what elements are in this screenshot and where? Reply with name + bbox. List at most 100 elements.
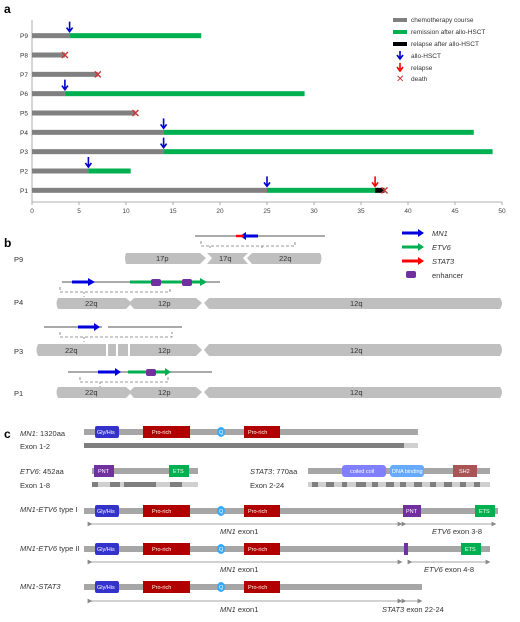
q-domain: Q	[219, 547, 224, 553]
bar-1	[69, 33, 202, 39]
category-label: P5	[20, 111, 28, 118]
bar-0	[32, 110, 136, 116]
relapse-arrow-icon	[396, 63, 404, 73]
segment-label: 12q	[350, 346, 363, 355]
category-label: P3	[20, 149, 28, 156]
death-marker	[61, 51, 69, 59]
pnt-fragment	[404, 543, 408, 555]
gly-his-domain: Gly/His	[97, 547, 115, 553]
svg-text:STAT3 exon 22-24: STAT3 exon 22-24	[382, 605, 444, 614]
allo-hsct-marker	[159, 137, 168, 150]
segment-label: 12p	[158, 388, 171, 397]
legend-swatch-remission	[393, 30, 407, 34]
category-label: P4	[20, 130, 28, 137]
gly-his-domain: Gly/His	[97, 585, 115, 591]
enhancer	[182, 279, 192, 286]
enhancer	[151, 279, 161, 286]
bar-0	[32, 52, 65, 58]
bar-0	[32, 149, 164, 155]
fusion3-title: MN1-STAT3	[20, 582, 61, 591]
q-domain: Q	[219, 585, 224, 591]
dna-binding-domain: DNA binding	[392, 469, 423, 475]
exon-label-suffix: exon1	[236, 527, 259, 536]
exon-label-suffix: exon 4-8	[443, 565, 474, 574]
bar-1	[163, 129, 474, 135]
bar-0	[32, 168, 89, 174]
exon-label-suffix: exon1	[236, 565, 259, 574]
q-domain: Q	[219, 509, 224, 515]
segment-label: 22q	[85, 388, 98, 397]
allo-hsct-marker	[84, 157, 93, 169]
stat3-exon: Exon 2-24	[250, 481, 284, 490]
segment-label: 12q	[350, 388, 363, 397]
x-tick-label: 30	[310, 208, 318, 215]
gly-his-domain: Gly/His	[97, 430, 115, 436]
x-tick-label: 5	[77, 208, 81, 215]
pro-rich-domain: Pro-rich	[152, 547, 171, 553]
bar-0	[32, 129, 164, 135]
svg-text:ETV6: 452aa: ETV6: 452aa	[20, 467, 65, 476]
category-label: P8	[20, 53, 28, 60]
pro-rich-domain: Pro-rich	[248, 430, 267, 436]
pro-rich-domain: Pro-rich	[248, 509, 267, 515]
legend-relapse-after: relapse after allo-HSCT	[411, 41, 479, 48]
panel-b-row-p1: P1 22q 12p 12q	[14, 368, 502, 398]
ets-domain: ETS	[465, 547, 476, 553]
panel-b-label: b	[4, 236, 11, 250]
legend-relapse: relapse	[411, 65, 433, 72]
sh2-domain: SH2	[459, 469, 470, 475]
segment-label: 17p	[156, 254, 169, 263]
ets-domain: ETS	[479, 509, 490, 515]
legend-swatch-chemo	[393, 18, 407, 22]
pnt-domain: PNT	[406, 509, 418, 515]
row-label: P9	[14, 255, 23, 264]
mn1-etv6-type1: MN1-ETV6 type I Gly/His Pro-rich Q Pro-r…	[20, 505, 498, 536]
allo-arrow-icon	[396, 51, 404, 61]
bar-2	[375, 187, 385, 193]
segment-label: 12p	[158, 346, 171, 355]
exon-label: MN1	[220, 605, 236, 614]
category-label: P2	[20, 169, 28, 176]
exon-label-suffix: exon 22-24	[404, 605, 444, 614]
exon-label: MN1	[220, 565, 236, 574]
coiled-coil-domain: coiled coil	[350, 469, 374, 475]
legend-stat3: STAT3	[432, 257, 455, 266]
ets-domain: ETS	[173, 469, 184, 475]
row-label: P3	[14, 347, 23, 356]
legend-death: death	[411, 76, 428, 83]
svg-text:STAT3: 770aa: STAT3: 770aa	[250, 467, 298, 476]
panel-a-chart: 0 5 10 15 20 25 30 35 40 45 50 P9 P8 P7 P6 P5 P4 P3 P2 P1	[20, 20, 506, 215]
segment-label: 12q	[350, 299, 363, 308]
pro-rich-domain: Pro-rich	[152, 430, 171, 436]
panel-b-row-p3: P3 22q 12p 12q	[14, 323, 502, 356]
gly-his-domain: Gly/His	[97, 509, 115, 515]
etv6-exon: Exon 1-8	[20, 481, 50, 490]
death-cross-icon: ✕	[396, 74, 404, 85]
panel-a-legend: chemotherapy course remission after allo…	[393, 17, 485, 85]
allo-hsct-marker	[159, 118, 168, 130]
etv6-protein: ETV6: 452aa PNT ETS Exon 1-8	[20, 465, 198, 490]
category-label: P6	[20, 91, 28, 98]
fusion2-title: MN1-ETV6	[20, 544, 58, 553]
death-marker	[131, 109, 139, 117]
fusion2-suffix: type II	[57, 544, 80, 553]
segment-label: 22q	[279, 254, 292, 263]
mn1-etv6-type2: MN1-ETV6 type II Gly/His Pro-rich Q Pro-…	[20, 543, 491, 574]
x-tick-label: 0	[30, 208, 34, 215]
exon-label-suffix: exon 3-8	[451, 527, 482, 536]
svg-text:ETV6 exon 4-8: ETV6 exon 4-8	[424, 565, 474, 574]
svg-text:MN1 exon1: MN1 exon1	[220, 565, 258, 574]
x-tick-label: 15	[169, 208, 177, 215]
stat3-protein: STAT3: 770aa coiled coil DNA binding SH2…	[250, 465, 490, 490]
death-marker	[94, 70, 102, 78]
x-tick-label: 45	[451, 208, 459, 215]
stat3-len: : 770aa	[272, 467, 298, 476]
x-tick-label: 10	[122, 208, 130, 215]
bar-1	[88, 168, 131, 174]
svg-text:ETV6 exon 3-8: ETV6 exon 3-8	[432, 527, 482, 536]
category-label: P7	[20, 72, 28, 79]
exon-label: ETV6	[424, 565, 444, 574]
legend-remission: remission after allo-HSCT	[411, 29, 485, 36]
pro-rich-domain: Pro-rich	[248, 585, 267, 591]
